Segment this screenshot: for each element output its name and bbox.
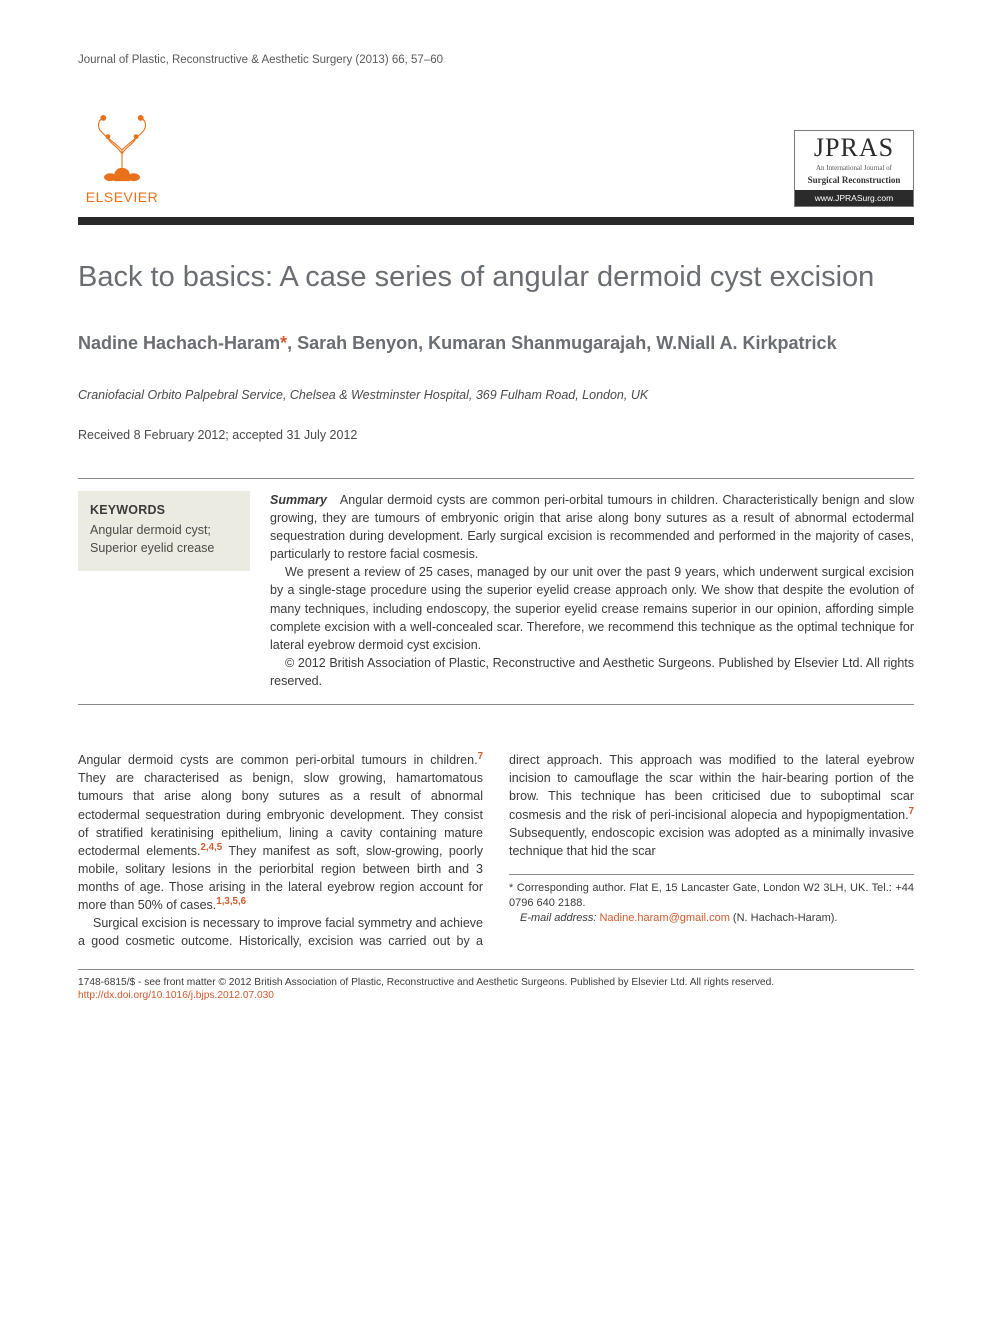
journal-url[interactable]: www.JPRASurg.com [795, 190, 913, 206]
article-page: Journal of Plastic, Reconstructive & Aes… [0, 0, 992, 1043]
article-title: Back to basics: A case series of angular… [78, 259, 914, 295]
citation-ref[interactable]: 1,3,5,6 [216, 896, 246, 907]
publisher-logo: ELSEVIER [78, 107, 166, 207]
abstract-text: Summary Angular dermoid cysts are common… [270, 491, 914, 690]
running-head: Journal of Plastic, Reconstructive & Aes… [78, 52, 914, 69]
body-p1: Angular dermoid cysts are common peri-or… [78, 751, 483, 914]
abstract-p2: We present a review of 25 cases, managed… [270, 563, 914, 654]
journal-badge: JPRAS An International Journal of Surgic… [794, 130, 914, 207]
affiliation: Craniofacial Orbito Palpebral Service, C… [78, 386, 914, 404]
body-p1a: Angular dermoid cysts are common peri-or… [78, 753, 478, 767]
elsevier-tree-icon [83, 107, 161, 185]
corresponding-note: * Corresponding author. Flat E, 15 Lanca… [509, 874, 914, 911]
author-corresponding: Nadine Hachach-Haram [78, 333, 280, 353]
header-row: ELSEVIER JPRAS An International Journal … [78, 107, 914, 207]
abstract-p1: Angular dermoid cysts are common peri-or… [270, 493, 914, 561]
summary-label: Summary [270, 493, 327, 507]
citation-ref[interactable]: 2,4,5 [200, 842, 222, 853]
email-label: E-mail address: [520, 912, 596, 924]
authors-rest: , Sarah Benyon, Kumaran Shanmugarajah, W… [287, 333, 836, 353]
body-columns: Angular dermoid cysts are common peri-or… [78, 751, 914, 950]
citation-ref[interactable]: 7 [909, 805, 914, 816]
abstract-block: KEYWORDS Angular dermoid cyst; Superior … [78, 478, 914, 705]
article-dates: Received 8 February 2012; accepted 31 Ju… [78, 426, 914, 444]
journal-abbrev: JPRAS [799, 135, 909, 161]
email-link[interactable]: Nadine.haram@gmail.com [599, 912, 729, 924]
header-rule [78, 217, 914, 225]
body-p2b: Subsequently, endoscopic excision was ad… [509, 826, 914, 858]
publisher-name: ELSEVIER [86, 187, 158, 207]
page-footer: 1748-6815/$ - see front matter © 2012 Br… [78, 969, 914, 1004]
journal-subtitle-1: An International Journal of [799, 163, 909, 173]
keywords-box: KEYWORDS Angular dermoid cyst; Superior … [78, 491, 250, 571]
footer-copyright: 1748-6815/$ - see front matter © 2012 Br… [78, 976, 914, 990]
keywords-heading: KEYWORDS [90, 501, 238, 519]
doi-link[interactable]: http://dx.doi.org/10.1016/j.bjps.2012.07… [78, 989, 914, 1003]
abstract-copyright: © 2012 British Association of Plastic, R… [270, 654, 914, 690]
citation-ref[interactable]: 7 [478, 751, 483, 762]
keywords-list: Angular dermoid cyst; Superior eyelid cr… [90, 521, 238, 557]
corresponding-email-line: E-mail address: Nadine.haram@gmail.com (… [509, 911, 914, 926]
journal-subtitle-2: Surgical Reconstruction [799, 174, 909, 187]
email-tail: (N. Hachach-Haram). [730, 912, 838, 924]
authors: Nadine Hachach-Haram*, Sarah Benyon, Kum… [78, 331, 914, 355]
